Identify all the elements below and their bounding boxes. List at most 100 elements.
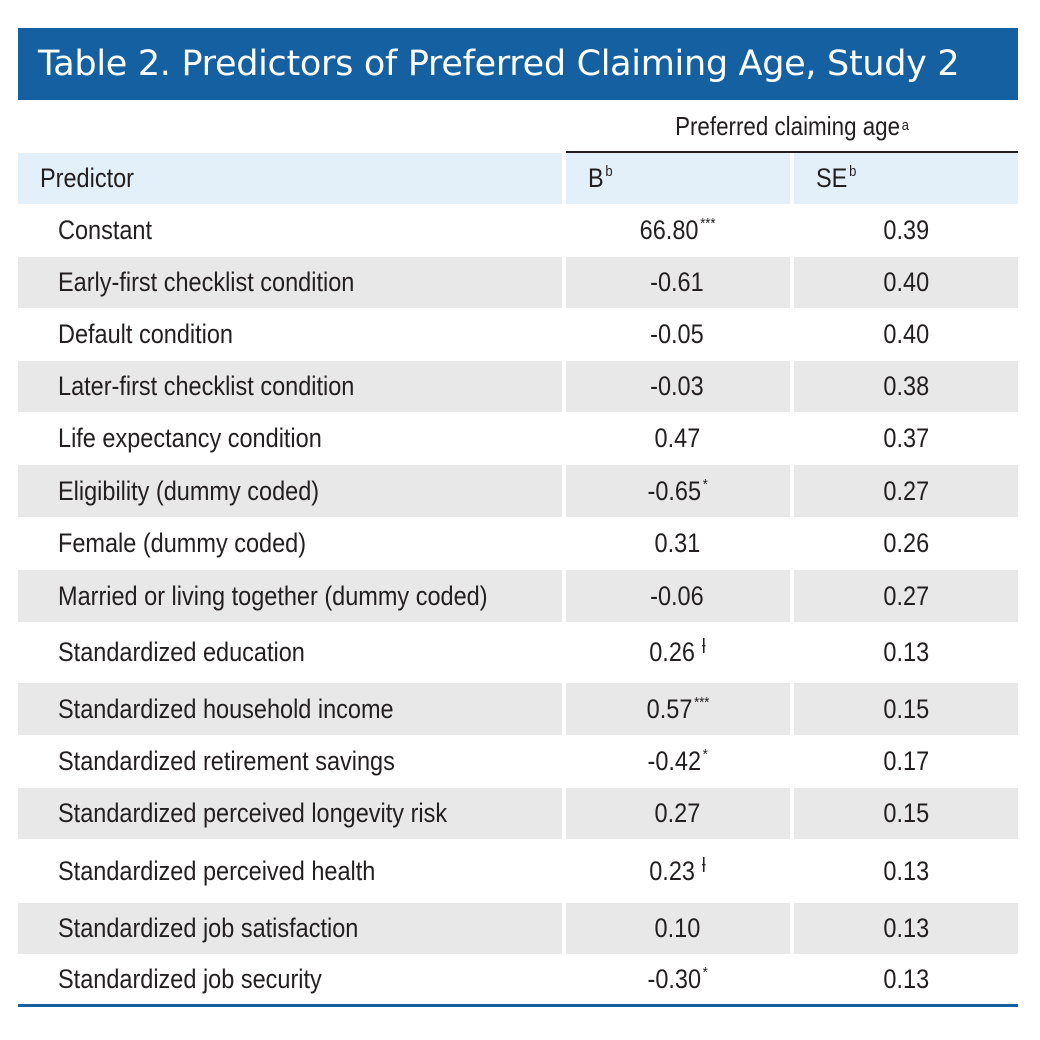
predictor-label: Standardized retirement savings — [58, 746, 395, 776]
table-row: Constant 66.80 *** 0.39 — [18, 205, 1018, 256]
group-header-label: Preferred claiming age — [675, 110, 901, 141]
b-cell: -0.42 * — [566, 736, 790, 787]
se-value: 0.40 — [883, 319, 929, 349]
b-value: 0.31 — [654, 528, 700, 558]
table-row: Life expectancy condition 0.47 0.37 — [18, 413, 1018, 464]
predictor-cell: Standardized perceived health — [18, 840, 562, 902]
predictor-cell: Default condition — [18, 309, 562, 360]
b-cell: 0.27 — [566, 788, 790, 839]
predictor-cell: Standardized household income — [18, 683, 562, 735]
predictor-cell: Standardized perceived longevity risk — [18, 788, 562, 839]
b-value: 0.23 — [649, 855, 696, 886]
se-cell: 0.17 — [794, 736, 1018, 787]
se-value: 0.37 — [883, 423, 929, 453]
b-value: 0.10 — [654, 913, 700, 943]
predictor-label: Standardized perceived health — [58, 855, 376, 886]
predictor-cell: Standardized retirement savings — [18, 736, 562, 787]
header-b-footnote: b — [605, 163, 613, 180]
se-cell: 0.27 — [794, 570, 1018, 622]
se-cell: 0.15 — [794, 788, 1018, 839]
header-predictor: Predictor — [18, 153, 562, 204]
b-cell: 0.57 *** — [566, 683, 790, 735]
header-se-label: SE — [816, 163, 848, 193]
b-cell: -0.65 * — [566, 465, 790, 517]
b-cell: 0.26 ƚ — [566, 623, 790, 682]
se-cell: 0.27 — [794, 465, 1018, 517]
se-cell: 0.40 — [794, 309, 1018, 360]
b-value: 0.47 — [654, 423, 700, 453]
significance-marker: * — [703, 746, 709, 763]
se-cell: 0.13 — [794, 623, 1018, 682]
se-cell: 0.40 — [794, 257, 1018, 308]
predictor-cell: Standardized job satisfaction — [18, 903, 562, 954]
b-value: 66.80 — [640, 215, 699, 245]
significance-marker: ƚ — [702, 854, 707, 877]
b-cell: 0.31 — [566, 518, 790, 569]
predictor-label: Female (dummy coded) — [58, 528, 307, 558]
b-cell: 0.10 — [566, 903, 790, 954]
b-value: 0.57 — [646, 693, 693, 724]
table-row: Standardized household income 0.57 *** 0.15 — [18, 683, 1018, 735]
predictor-cell: Life expectancy condition — [18, 413, 562, 464]
significance-marker: ƚ — [702, 636, 707, 658]
b-cell: 0.47 — [566, 413, 790, 464]
table-row: Married or living together (dummy coded)… — [18, 570, 1018, 622]
predictor-label: Standardized job satisfaction — [58, 913, 359, 943]
predictor-cell: Standardized education — [18, 623, 562, 682]
b-value: -0.05 — [650, 319, 704, 349]
se-value: 0.13 — [883, 964, 929, 994]
se-value: 0.13 — [883, 637, 929, 667]
table-row: Early-first checklist condition -0.61 0.40 — [18, 257, 1018, 308]
b-value: 0.27 — [654, 798, 700, 828]
se-cell: 0.26 — [794, 518, 1018, 569]
table-row: Standardized job security -0.30 * 0.13 — [18, 955, 1018, 1004]
table-row: Standardized job satisfaction 0.10 0.13 — [18, 903, 1018, 954]
header-predictor-label: Predictor — [40, 163, 135, 193]
group-header: Preferred claiming age a — [675, 110, 909, 141]
se-value: 0.40 — [883, 267, 929, 297]
se-cell: 0.13 — [794, 955, 1018, 1004]
table-row: Standardized retirement savings -0.42 * 0.1… — [18, 736, 1018, 787]
se-value: 0.27 — [883, 475, 929, 506]
b-cell: -0.05 — [566, 309, 790, 360]
predictor-cell: Female (dummy coded) — [18, 518, 562, 569]
significance-marker: *** — [694, 693, 710, 711]
significance-marker: *** — [700, 215, 716, 232]
group-header-rule — [566, 151, 1018, 153]
b-cell: -0.61 — [566, 257, 790, 308]
se-cell: 0.39 — [794, 205, 1018, 256]
b-value: 0.26 — [649, 637, 696, 667]
significance-marker: * — [703, 475, 709, 493]
predictor-label: Married or living together (dummy coded) — [58, 580, 488, 611]
predictor-cell: Eligibility (dummy coded) — [18, 465, 562, 517]
predictor-label: Standardized perceived longevity risk — [58, 798, 448, 828]
b-value: -0.03 — [650, 371, 704, 401]
predictor-label: Life expectancy condition — [58, 423, 322, 453]
table-row: Eligibility (dummy coded) -0.65 * 0.27 — [18, 465, 1018, 517]
predictor-cell: Married or living together (dummy coded) — [18, 570, 562, 622]
table-row: Standardized perceived longevity risk 0.2… — [18, 788, 1018, 839]
predictor-label: Standardized job security — [58, 964, 322, 994]
se-value: 0.17 — [883, 746, 929, 776]
b-value: -0.42 — [647, 746, 702, 776]
table-row: Later-first checklist condition -0.03 0.38 — [18, 361, 1018, 412]
b-cell: 0.23 ƚ — [566, 840, 790, 902]
b-value: -0.65 — [647, 475, 702, 506]
predictor-label: Standardized household income — [58, 693, 394, 724]
significance-marker: * — [703, 964, 709, 981]
table-bottom-rule — [18, 1004, 1018, 1007]
b-value: -0.06 — [650, 580, 704, 611]
header-b-label: B — [588, 163, 604, 193]
table-title-bar: Table 2. Predictors of Preferred Claimin… — [18, 28, 1018, 100]
se-value: 0.26 — [883, 528, 929, 558]
predictor-label: Default condition — [58, 319, 233, 349]
se-value: 0.27 — [883, 580, 929, 611]
table-row: Standardized education 0.26 ƚ 0.13 — [18, 623, 1018, 682]
predictor-cell: Constant — [18, 205, 562, 256]
b-cell: -0.03 — [566, 361, 790, 412]
se-value: 0.38 — [883, 371, 929, 401]
header-se: SE b — [794, 153, 1018, 204]
se-value: 0.13 — [883, 913, 929, 943]
